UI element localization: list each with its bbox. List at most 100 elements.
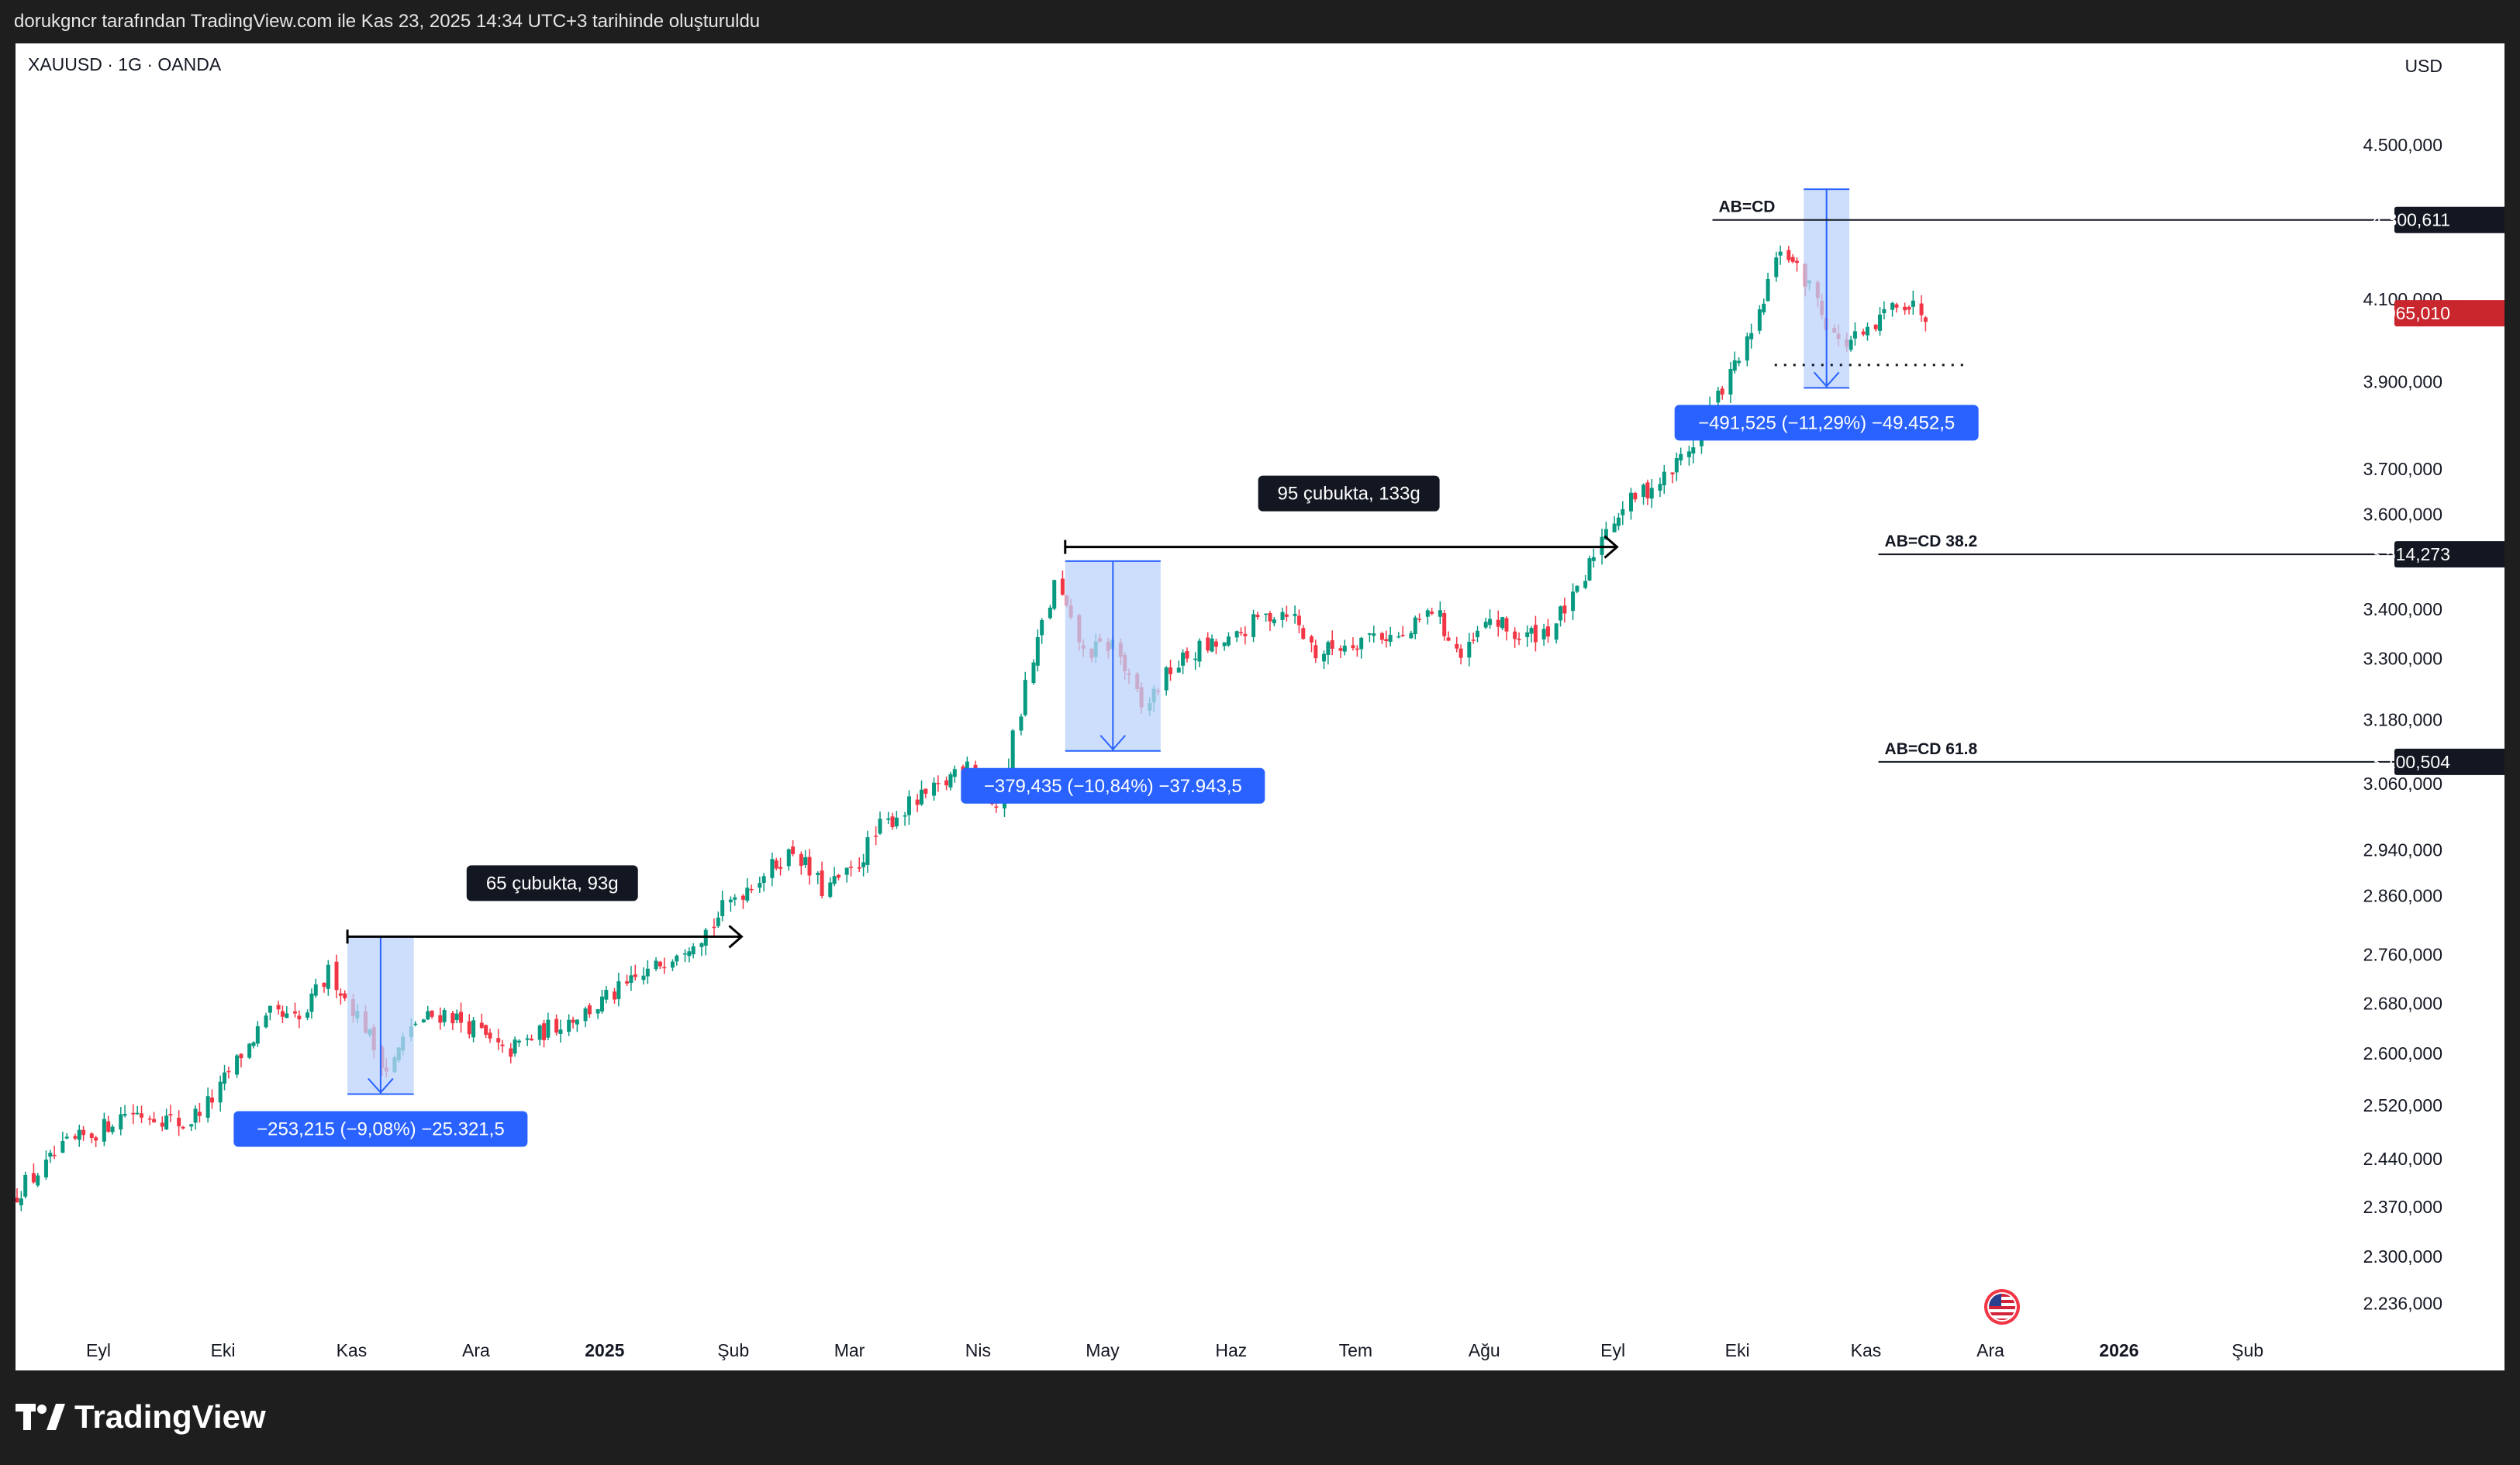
candle-body — [1545, 626, 1550, 637]
candle — [509, 1043, 513, 1063]
level-2[interactable]: AB=CD 38.2 — [1878, 533, 2404, 556]
candle — [595, 1008, 600, 1019]
candle — [19, 1191, 23, 1212]
candle-body — [906, 796, 911, 815]
candle-body — [1603, 529, 1608, 539]
price-range-arrow-head — [368, 1077, 394, 1094]
price-range-1[interactable]: −253,215 (−9,08%) −25.321,5 — [233, 936, 528, 1147]
candle — [1351, 637, 1355, 651]
candle — [1500, 616, 1505, 630]
level-1[interactable]: AB=CD — [1712, 198, 2404, 221]
candle-body — [820, 870, 824, 897]
candle — [807, 849, 812, 885]
candle — [633, 964, 637, 981]
candle-body — [1379, 633, 1384, 640]
last-price-tag[interactable]: 4.065,010 — [2371, 300, 2504, 327]
candle — [733, 894, 737, 906]
footer-brand[interactable]: TradingView — [16, 1394, 266, 1440]
date-range-1[interactable]: 65 çubukta, 93g — [346, 865, 744, 949]
candle-body — [1309, 636, 1314, 643]
candle — [874, 826, 879, 846]
candle — [745, 877, 750, 903]
candle — [247, 1043, 252, 1060]
candle-body — [894, 817, 899, 827]
candle — [1628, 488, 1633, 520]
price-range-label-bg — [1674, 405, 1979, 441]
us-flag-icon[interactable] — [1984, 1289, 2020, 1325]
level-3[interactable]: AB=CD 61.8 — [1878, 740, 2404, 763]
candle-body — [1222, 642, 1227, 646]
candle — [865, 830, 870, 874]
candle-body — [770, 859, 775, 878]
time-axis-tick-label: Mar — [834, 1340, 865, 1360]
candle — [1641, 483, 1646, 505]
price-range-3[interactable]: −491,525 (−11,29%) −49.452,5 — [1674, 188, 1979, 441]
candle — [81, 1125, 86, 1141]
price-tag[interactable]: 3.514,273 — [2371, 541, 2504, 568]
candle — [740, 894, 745, 909]
candle-body — [1778, 251, 1783, 256]
candle-body — [168, 1114, 173, 1116]
candle-body — [1762, 303, 1766, 312]
candle — [338, 988, 343, 1005]
candle — [31, 1163, 36, 1184]
candle-body — [861, 862, 866, 867]
price-tag[interactable]: 4.300,611 — [2372, 206, 2504, 233]
candle-body — [488, 1032, 492, 1039]
candle — [952, 765, 957, 783]
candle — [309, 988, 314, 1019]
candle-body — [1720, 388, 1724, 395]
candle — [488, 1028, 492, 1043]
candle-body — [658, 961, 662, 967]
candle-body — [326, 964, 330, 989]
candle-body — [1483, 622, 1488, 628]
candle — [645, 960, 650, 984]
candle-body — [682, 953, 687, 955]
price-tag-label: 3.100,504 — [2371, 752, 2451, 772]
price-axis-tick-label: 3.180,000 — [2363, 710, 2442, 730]
candle — [546, 1012, 551, 1040]
candle-body — [1234, 631, 1239, 638]
candle-body — [1268, 612, 1272, 622]
chart-panel[interactable]: −253,215 (−9,08%) −25.321,5 −379,435 (−10… — [16, 43, 2504, 1370]
candle — [438, 1007, 443, 1030]
price-chart[interactable]: −253,215 (−9,08%) −25.321,5 −379,435 (−10… — [16, 43, 2504, 1370]
candle — [1040, 618, 1044, 644]
candle-body — [1575, 585, 1579, 592]
price-axis: 4.500,0004.100,0003.900,0003.700,0003.60… — [2363, 135, 2504, 1313]
time-axis-tick-label: Nis — [965, 1340, 991, 1360]
candle — [1919, 295, 1924, 322]
candle — [189, 1123, 194, 1132]
price-range-2[interactable]: −379,435 (−10,84%) −37.943,5 — [961, 560, 1265, 804]
candle — [1210, 634, 1214, 653]
candle-body — [542, 1023, 547, 1040]
price-range-label-bg — [961, 767, 1265, 804]
candle — [160, 1116, 164, 1132]
candle — [223, 1064, 227, 1091]
candle-body — [1164, 667, 1169, 691]
candle — [1268, 611, 1272, 631]
candle — [720, 891, 725, 922]
candle-body — [1728, 368, 1733, 395]
candle-body — [500, 1044, 505, 1046]
candle-body — [1293, 613, 1297, 616]
candle-body — [645, 968, 650, 977]
candle-body — [1023, 680, 1027, 715]
candle — [886, 812, 891, 825]
candle — [906, 790, 911, 825]
candle-body — [1176, 667, 1181, 673]
candle-body — [235, 1055, 240, 1075]
candle-body — [1296, 615, 1301, 626]
candle-body — [1342, 646, 1347, 652]
candle — [1903, 302, 1907, 315]
candle — [285, 1006, 289, 1019]
candle-body — [1903, 306, 1907, 311]
candle-body — [1417, 619, 1422, 620]
candle — [587, 1003, 592, 1019]
candle-body — [641, 975, 646, 981]
candle — [1737, 357, 1742, 367]
candle-body — [1621, 508, 1625, 515]
price-tag[interactable]: 3.100,504 — [2371, 748, 2504, 775]
candle — [1571, 583, 1576, 620]
date-range-2[interactable]: 95 çubukta, 133g — [1064, 475, 1619, 559]
